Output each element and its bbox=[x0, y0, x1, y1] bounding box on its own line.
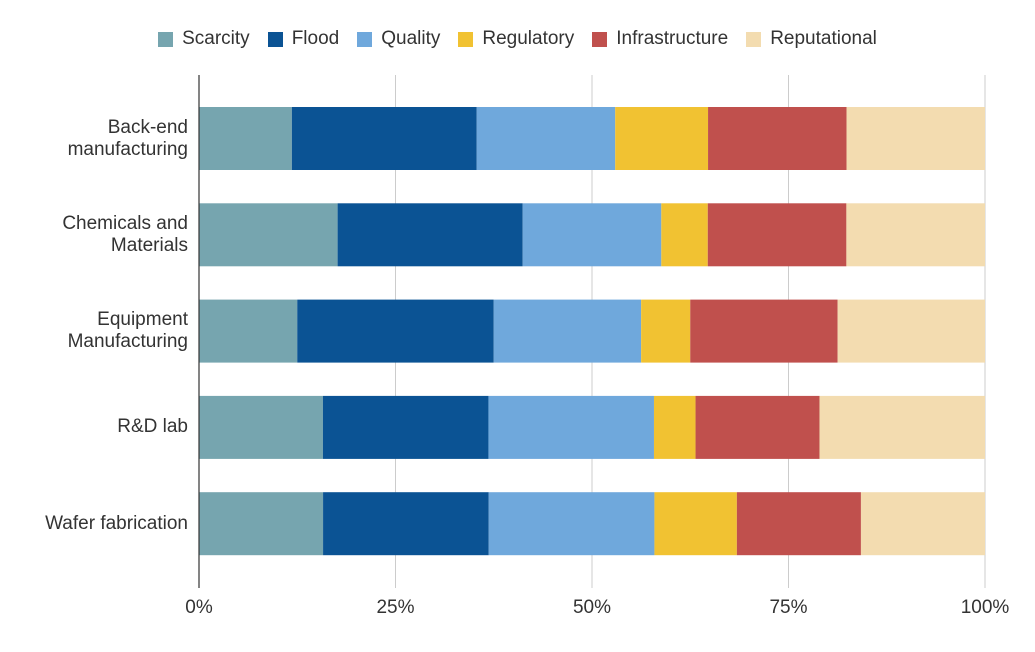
legend-item: Quality bbox=[357, 28, 440, 50]
category-label: Chemicals and Materials bbox=[62, 212, 188, 256]
bar-quality bbox=[522, 203, 662, 267]
x-tick-label: 100% bbox=[960, 597, 1010, 618]
legend-swatch bbox=[746, 31, 762, 47]
legend-item: Infrastructure bbox=[592, 28, 728, 50]
legend-item: Scarcity bbox=[158, 28, 250, 50]
bar-reputational bbox=[860, 492, 985, 556]
bar-infrastructure bbox=[736, 492, 861, 556]
bar-reputational bbox=[846, 107, 985, 170]
legend-swatch bbox=[158, 31, 174, 47]
bar-quality bbox=[476, 107, 616, 170]
legend: Scarcity Flood Quality Regulatory Infrastruc… bbox=[0, 28, 1035, 50]
x-tick-label: 75% bbox=[769, 597, 808, 618]
legend-label: Quality bbox=[381, 28, 441, 49]
legend-swatch bbox=[357, 31, 373, 47]
bar-infrastructure bbox=[707, 203, 847, 267]
bar-scarcity bbox=[199, 492, 324, 556]
bar-reputational bbox=[837, 299, 985, 363]
bar-flood bbox=[322, 395, 489, 459]
bar-scarcity bbox=[199, 203, 338, 267]
bar-infrastructure bbox=[695, 395, 820, 459]
legend-label: Scarcity bbox=[182, 28, 250, 49]
bar-quality bbox=[493, 299, 642, 363]
bar-flood bbox=[297, 299, 494, 363]
legend-item: Flood bbox=[267, 28, 340, 50]
bar-flood bbox=[291, 107, 477, 170]
bar-regulatory bbox=[615, 107, 709, 170]
category-label: Wafer fabrication bbox=[45, 512, 188, 534]
legend-label: Infrastructure bbox=[616, 28, 729, 49]
bar-infrastructure bbox=[708, 107, 847, 170]
bar-flood bbox=[337, 203, 523, 267]
bar-infrastructure bbox=[690, 299, 838, 363]
legend-label: Reputational bbox=[770, 28, 877, 49]
x-tick-label: 0% bbox=[185, 597, 213, 618]
category-label: Back-end manufacturing bbox=[67, 116, 188, 160]
bar-regulatory bbox=[661, 203, 708, 267]
bar-reputational bbox=[819, 395, 985, 459]
bar-regulatory bbox=[653, 395, 696, 459]
bar-regulatory bbox=[641, 299, 691, 363]
x-tick-label: 50% bbox=[572, 597, 612, 618]
legend-swatch bbox=[267, 31, 283, 47]
legend-item: Regulatory bbox=[458, 28, 574, 50]
category-label: Equipment Manufacturing bbox=[67, 309, 188, 353]
bar-scarcity bbox=[199, 395, 323, 459]
x-tick-label: 25% bbox=[376, 597, 415, 618]
legend-label: Flood bbox=[291, 28, 340, 49]
bar-scarcity bbox=[199, 107, 292, 170]
legend-swatch bbox=[458, 31, 474, 47]
bar-scarcity bbox=[199, 299, 298, 363]
bar-regulatory bbox=[654, 492, 737, 556]
bar-reputational bbox=[846, 203, 985, 267]
category-label: R&D lab bbox=[117, 416, 188, 438]
bar-flood bbox=[323, 492, 489, 556]
legend-label: Regulatory bbox=[482, 28, 575, 49]
legend-swatch bbox=[592, 31, 608, 47]
legend-item: Reputational bbox=[746, 28, 877, 50]
bar-quality bbox=[488, 492, 655, 556]
bar-quality bbox=[488, 395, 654, 459]
